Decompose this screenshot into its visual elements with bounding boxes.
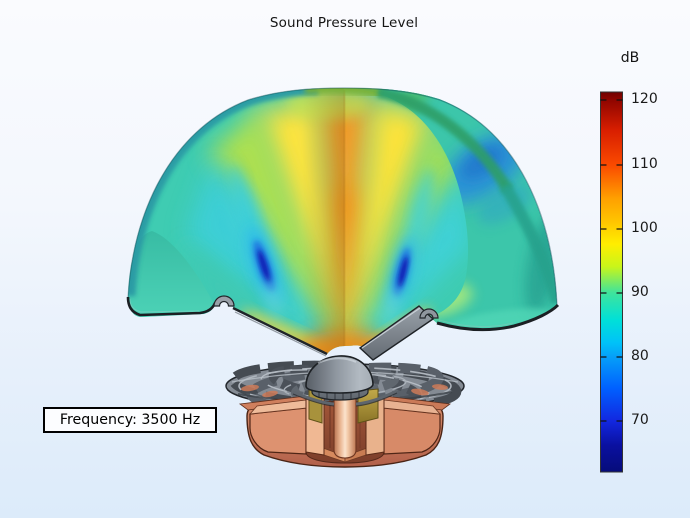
colorbar-ticks [600, 99, 623, 422]
spider-front-arc-left [292, 390, 335, 406]
cone-section-bar [358, 305, 435, 361]
colorbar-tick-label: 120 [631, 91, 658, 107]
colorbar-gradient [600, 91, 623, 473]
magnet-block-right [383, 407, 441, 455]
colorbar-unit-label: dB [620, 50, 640, 66]
yellow-lobe-right [345, 98, 436, 354]
dome-rim [126, 296, 560, 332]
voice-coil-right [357, 388, 379, 424]
dust-cap-highlight [317, 357, 357, 364]
interference-null-left [230, 164, 283, 320]
left-plane-shading [302, 88, 344, 354]
rim-notch-right [419, 308, 439, 319]
colorbar-tick-label: 110 [631, 156, 658, 172]
plot-title: Sound Pressure Level [269, 15, 419, 31]
colorbar-tick-label: 70 [631, 412, 649, 428]
dome-silhouette [127, 87, 558, 307]
rim-notch-left [213, 295, 235, 307]
colorbar-tick-label: 80 [631, 348, 649, 364]
colorbar-tick-label: 100 [631, 220, 658, 236]
pole-piece [333, 395, 357, 459]
frequency-annotation: Frequency: 3500 Hz [43, 407, 217, 433]
spider-front-arc-right [355, 389, 398, 406]
colorbar-tick-label: 90 [631, 284, 649, 300]
speaker-driver [225, 305, 465, 468]
colorbar [600, 91, 623, 473]
magnet-block-left [249, 407, 307, 455]
magnet-assembly [238, 388, 452, 468]
cone-section-edge-left [232, 306, 328, 356]
dome-shell-left [128, 231, 213, 317]
interference-null-right [383, 167, 434, 325]
